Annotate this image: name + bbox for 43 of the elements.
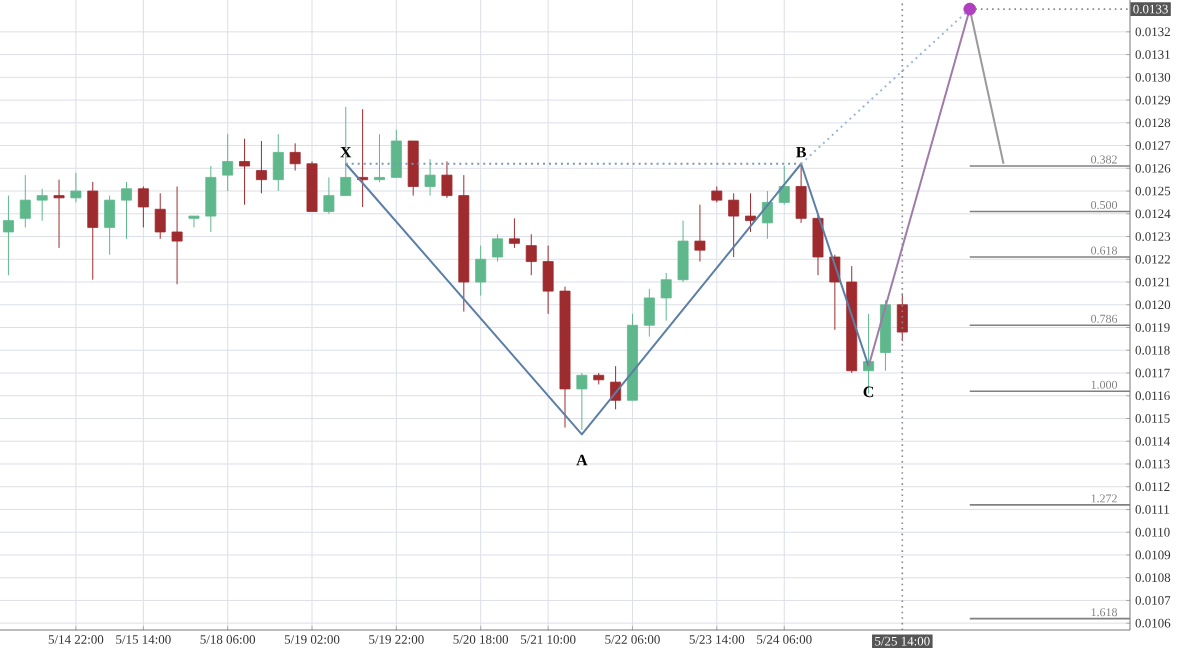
candlestick [239, 138, 251, 206]
candlestick [104, 195, 116, 256]
candlestick [70, 172, 82, 203]
candlestick [728, 192, 740, 258]
candlestick [255, 140, 267, 194]
candlestick [222, 133, 234, 192]
candlestick [525, 233, 537, 276]
candlestick [761, 190, 773, 240]
candlestick [475, 245, 487, 297]
candlestick [323, 176, 335, 215]
candlestick [677, 220, 689, 283]
candlestick [879, 299, 891, 372]
candlestick [154, 192, 166, 240]
candlestick [36, 188, 48, 222]
candlestick [87, 181, 99, 281]
candlestick [137, 185, 149, 228]
candlestick [390, 129, 402, 178]
candlestick [643, 288, 655, 338]
candlestick [508, 217, 520, 249]
candlestick [289, 142, 301, 172]
candlestick [795, 163, 807, 224]
candlestick [812, 213, 824, 276]
candlestick [778, 165, 790, 206]
candlestick [424, 158, 436, 197]
candlestick [374, 133, 385, 183]
candlestick [492, 233, 503, 263]
candlestick [542, 245, 554, 315]
candlestick [272, 133, 284, 192]
candlestick [407, 140, 419, 197]
candlestick [19, 174, 31, 228]
candlestick [188, 215, 200, 228]
candlestick [340, 106, 352, 197]
candlestick [441, 160, 453, 199]
candlestick [53, 179, 65, 249]
candlestick [121, 181, 132, 240]
candlestick [2, 195, 14, 276]
candlestick [205, 165, 217, 233]
candlestick [171, 185, 183, 285]
candlestick [576, 372, 588, 431]
candlestick [306, 160, 318, 213]
candlestick [745, 192, 756, 233]
candlestick [694, 204, 706, 263]
candlestick [660, 272, 672, 322]
